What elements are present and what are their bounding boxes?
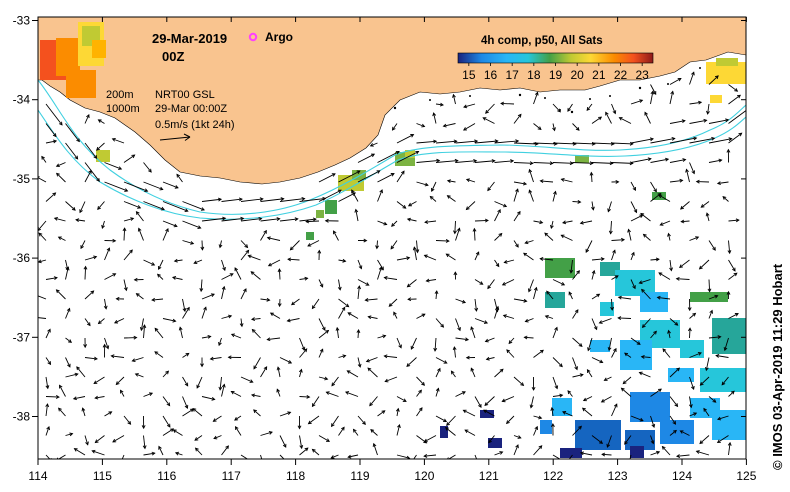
lat-tick-label: -37 [13, 330, 31, 344]
lon-tick-label: 121 [479, 469, 499, 483]
map-hour: 00Z [162, 49, 184, 64]
lon-tick-label: 119 [350, 469, 369, 483]
lon-tick-label: 118 [286, 469, 305, 483]
isobath-1000m [38, 109, 746, 220]
colorbar-tick-label: 20 [570, 68, 584, 82]
colorbar-tick-label: 17 [505, 68, 519, 82]
map-date: 29-Mar-2019 [152, 31, 227, 46]
sst-patch-shelf [96, 150, 666, 240]
argo-label: Argo [265, 30, 293, 44]
lon-tick-label: 117 [222, 469, 241, 483]
colorbar-tick-label: 19 [549, 68, 563, 82]
arrow-scale-label: 0.5m/s (1kt 24h) [155, 119, 234, 131]
lon-tick-label: 125 [736, 469, 756, 483]
isobath-200-label: 200m [106, 89, 134, 101]
lat-tick-label: -36 [13, 251, 31, 265]
colorbar-tick-label: 16 [484, 68, 498, 82]
lat-tick-label: -35 [13, 172, 31, 186]
lon-tick-label: 120 [414, 469, 434, 483]
lon-tick-label: 124 [672, 469, 692, 483]
colorbar [457, 52, 654, 64]
argo-marker-icon [248, 32, 258, 42]
sst-patch-west [40, 22, 106, 98]
lat-tick-label: -34 [13, 93, 31, 107]
colorbar-tick-label: 23 [635, 68, 649, 82]
lon-tick-label: 115 [93, 469, 112, 483]
product-label: NRT00 GSL [155, 89, 215, 101]
lon-tick-label: 122 [543, 469, 563, 483]
lat-tick-label: -38 [13, 410, 31, 424]
colorbar-ticks: 15 16 17 18 19 20 21 22 23 [462, 63, 649, 82]
colorbar-tick-label: 15 [462, 68, 476, 82]
analysis-time: 29-Mar 00:00Z [155, 103, 227, 115]
credit-line: © IMOS 03-Apr-2019 11:29 Hobart [770, 263, 785, 470]
sst-patch-southeast [440, 258, 746, 458]
lat-tick-label: -33 [13, 14, 31, 28]
longitude-axis: 114 115 116 117 118 119 120 121 122 123 124 125 [28, 17, 757, 483]
lon-tick-label: 114 [28, 469, 47, 483]
colorbar-tick-label: 22 [614, 68, 628, 82]
colorbar-tick-label: 18 [527, 68, 541, 82]
scale-arrow-icon [159, 133, 191, 141]
current-vectors [38, 71, 746, 459]
isobath-200m [38, 79, 746, 215]
lon-tick-label: 123 [608, 469, 628, 483]
map-frame [37, 16, 747, 460]
latitude-axis: -33 -34 -35 -36 -37 -38 [13, 14, 746, 424]
land-mass [38, 17, 746, 185]
lon-tick-label: 116 [157, 469, 176, 483]
coastal-islands [393, 67, 701, 114]
colorbar-title: 4h comp, p50, All Sats [481, 35, 603, 47]
isobath-1000-label: 1000m [106, 103, 140, 115]
colorbar-tick-label: 21 [592, 68, 606, 82]
